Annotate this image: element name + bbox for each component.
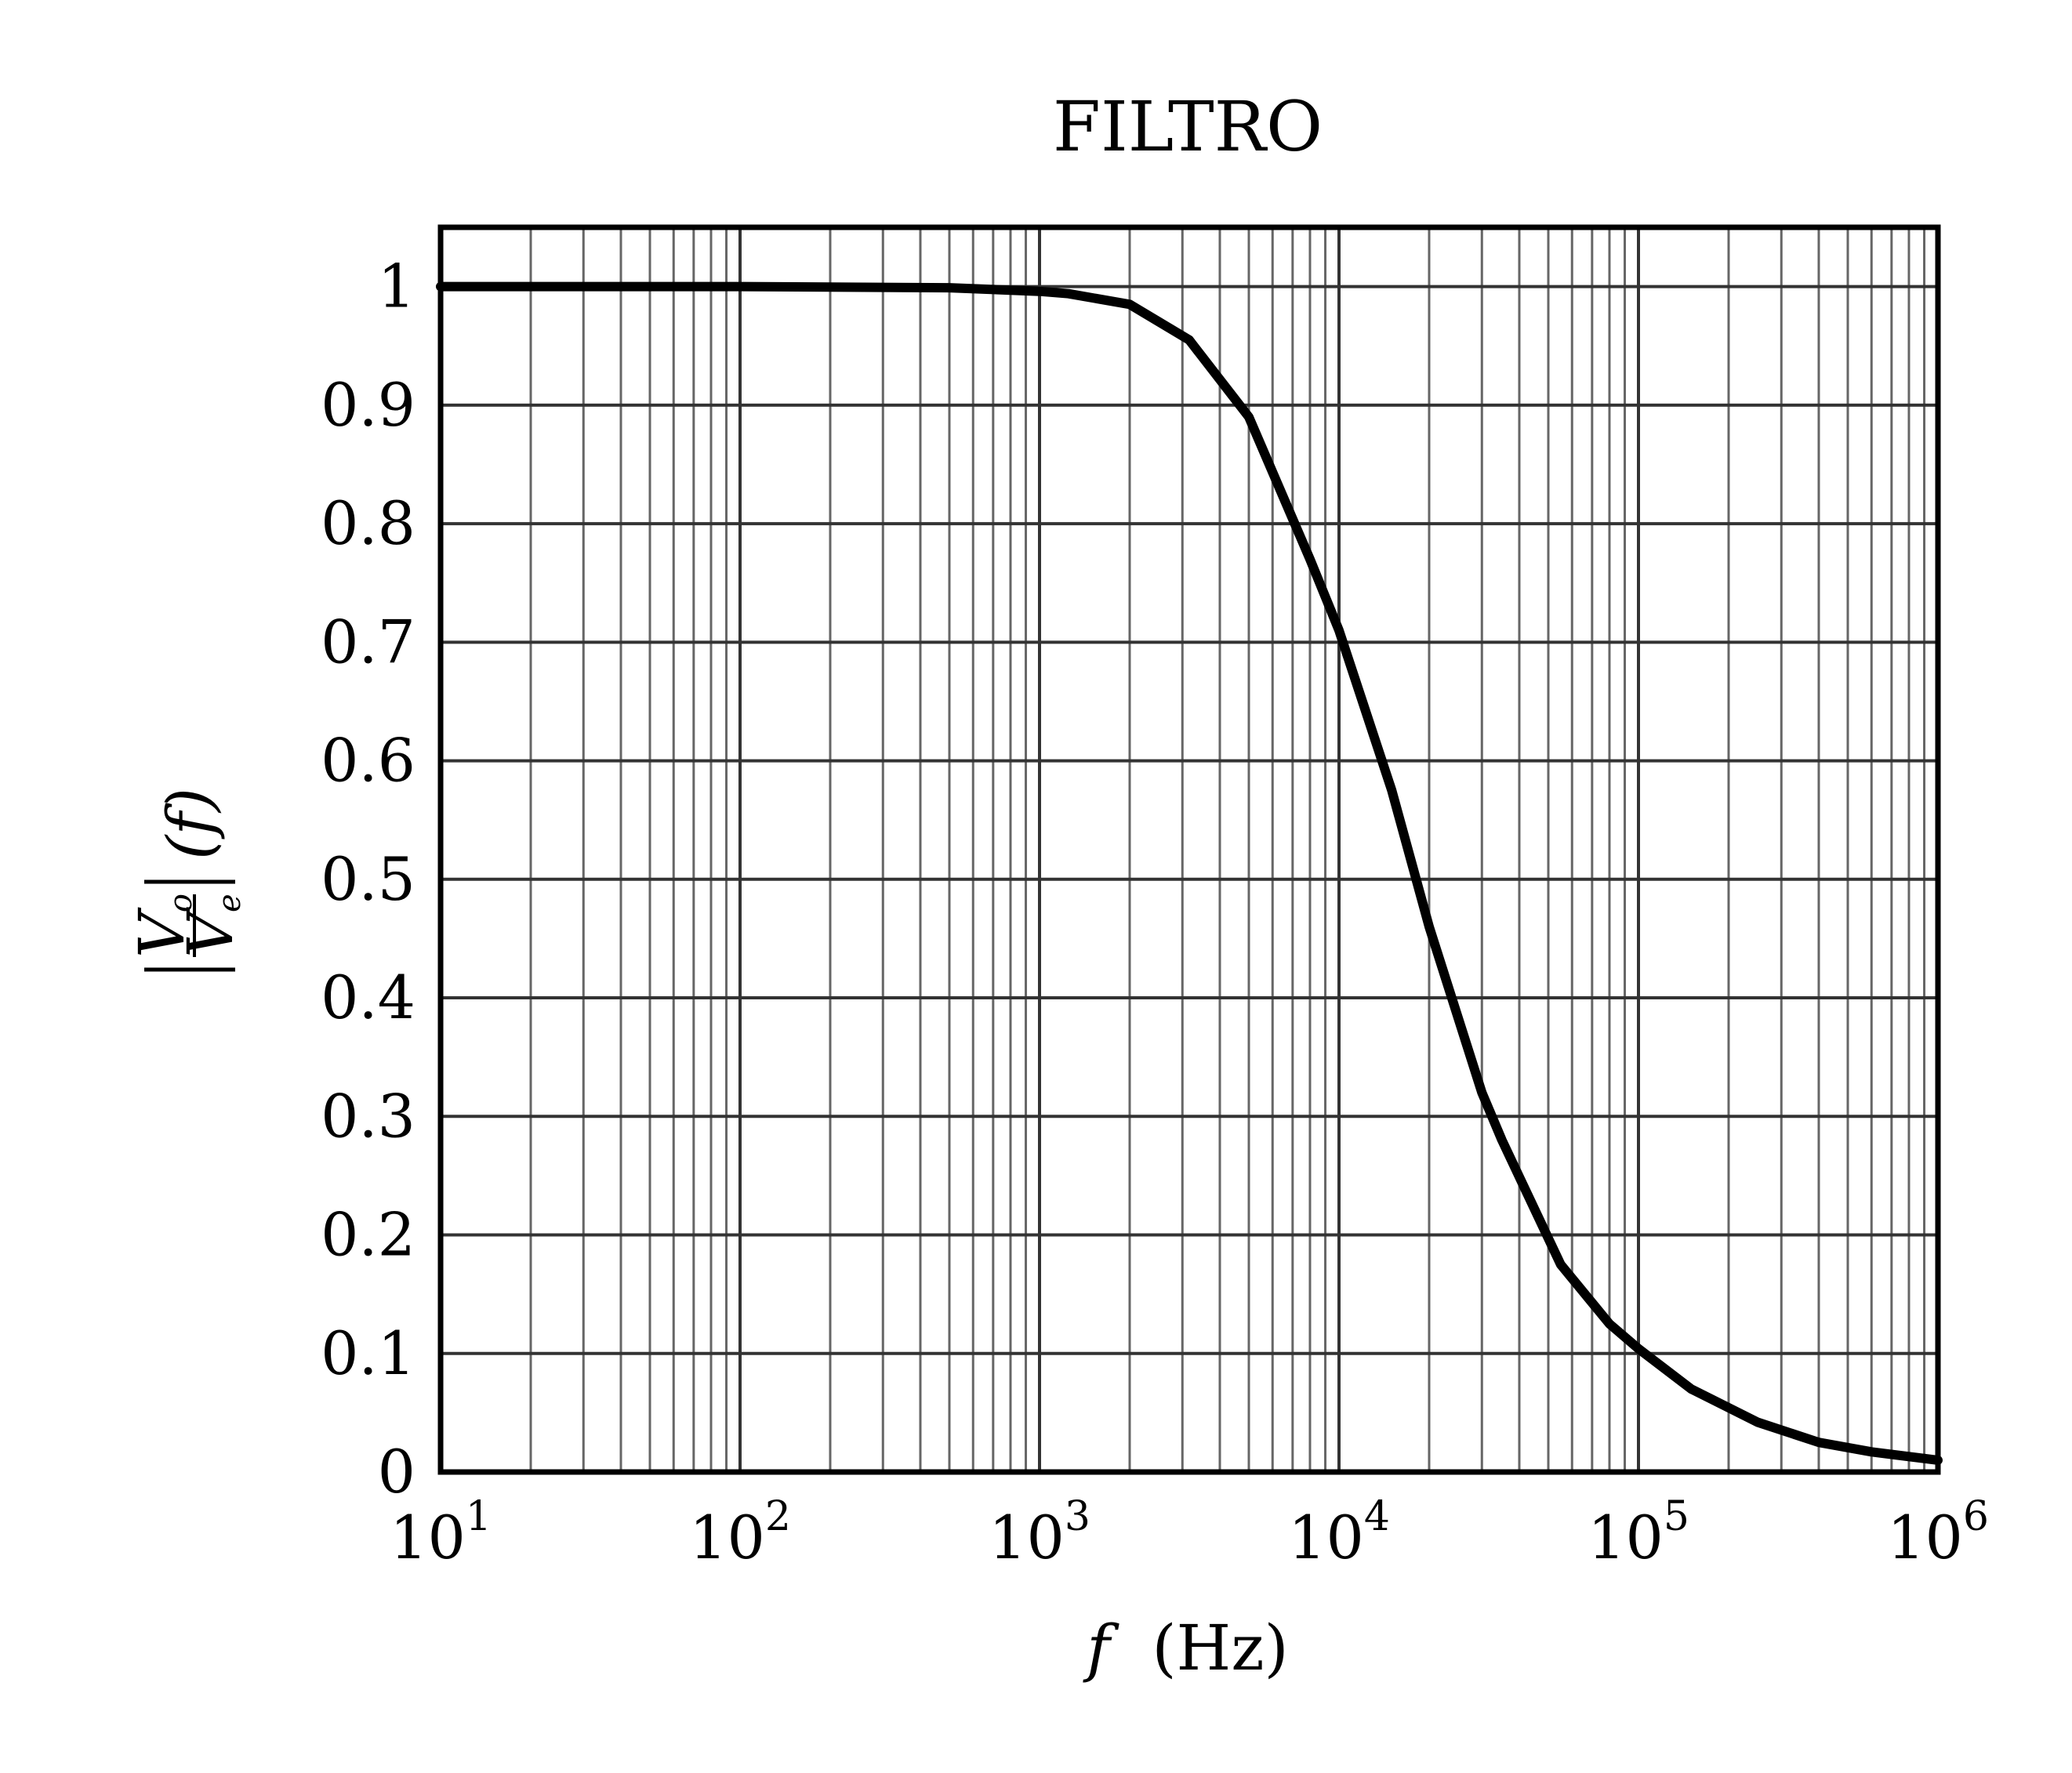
x-axis-label-var: f [1083,1612,1119,1684]
y-tick-label: 0.6 [321,726,415,796]
major-gridlines [439,227,1940,1474]
y-tick-label: 0.7 [321,607,415,676]
y-tick-label: 0.1 [321,1318,415,1388]
minor-gridlines [529,227,1926,1472]
y-label-arg: (f) [154,788,227,860]
y-tick-label: 0.8 [321,488,415,558]
y-tick-label: 0.3 [321,1081,415,1151]
plot-frame [437,224,1941,1475]
x-axis-label-unit: (Hz) [1152,1612,1288,1684]
y-tick-label: 1 [378,252,415,321]
x-tick-labels: 101 102 103 104 105 106 [390,1493,1989,1572]
x-axis-label: f (Hz) [1083,1612,1288,1684]
x-tick-label: 101 [390,1493,492,1572]
y-axis-label: Vo Ve (f) [125,788,248,972]
chart-title: FILTRO [1053,86,1323,167]
x-tick-label: 105 [1588,1493,1689,1572]
x-tick-label: 102 [689,1493,791,1572]
y-tick-label: 0.9 [321,370,415,440]
x-tick-label: 103 [989,1493,1090,1572]
y-tick-label: 0.2 [321,1200,415,1270]
series-layer [436,281,1943,1465]
x-tick-label: 106 [1887,1493,1989,1572]
y-label-num: Vo [125,894,199,958]
y-tick-label: 0.5 [321,844,415,914]
x-tick-label: 104 [1288,1493,1390,1572]
y-label-den: Ve [174,894,248,957]
series-line [436,281,1943,1465]
y-tick-labels: 0 0.1 0.2 0.3 0.4 0.5 0.6 0.7 0.8 0.9 1 [321,252,415,1507]
y-tick-label: 0 [378,1437,415,1507]
y-tick-label: 0.4 [321,963,415,1032]
